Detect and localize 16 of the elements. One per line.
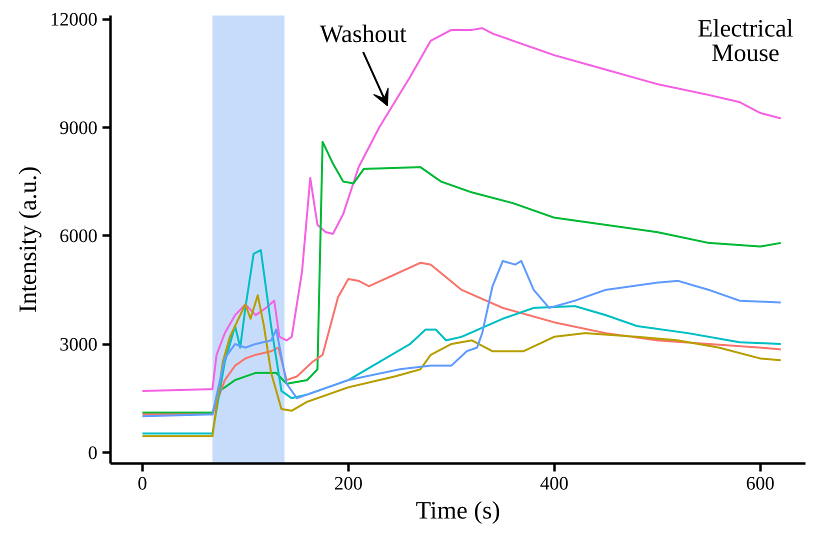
line-series bbox=[141, 140, 782, 414]
x-tick-label: 200 bbox=[334, 474, 363, 494]
x-tick-label: 600 bbox=[746, 474, 774, 494]
annotation: Electrical Mouse bbox=[698, 16, 794, 67]
line-series bbox=[141, 249, 782, 435]
x-axis-title: Time (s) bbox=[416, 498, 500, 524]
y-axis-title: Intensity (a.u.) bbox=[15, 166, 42, 313]
y-tick-label: 6000 bbox=[60, 226, 98, 248]
x-tick-label: 0 bbox=[138, 474, 148, 494]
line-series bbox=[141, 294, 782, 438]
y-tick-label: 9000 bbox=[60, 118, 98, 139]
y-tick-label: 12000 bbox=[50, 10, 98, 31]
annotation: Washout bbox=[320, 20, 407, 48]
y-tick-label: 3000 bbox=[60, 334, 98, 356]
x-tick-label: 400 bbox=[540, 474, 569, 494]
y-tick-label: 0 bbox=[88, 442, 98, 464]
